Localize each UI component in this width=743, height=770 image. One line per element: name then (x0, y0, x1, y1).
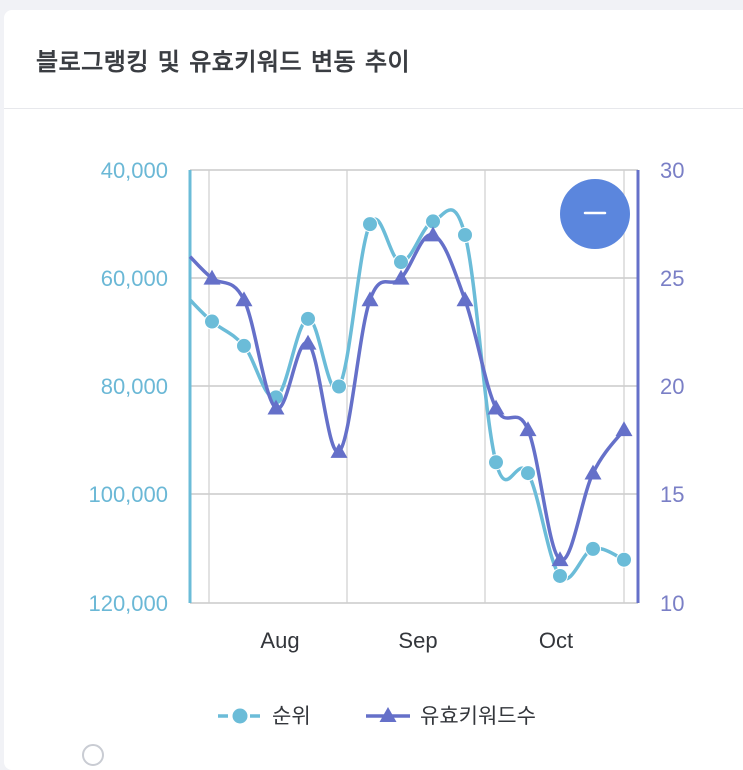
chart-svg: 40,000 60,000 80,000 100,000 120,000 30 25 20 15… (88, 158, 684, 728)
keyword-point (615, 421, 633, 437)
keyword-point (267, 399, 285, 415)
keyword-point (299, 334, 317, 350)
keyword-point (235, 291, 253, 307)
keyword-point (361, 291, 379, 307)
x-tick-label: Aug (260, 628, 299, 653)
left-tick-label: 100,000 (88, 482, 168, 507)
rank-point (457, 226, 473, 243)
right-tick-label: 25 (660, 266, 684, 291)
keyword-point (487, 399, 505, 415)
rank-point (488, 454, 504, 471)
rank-point (585, 540, 601, 557)
rank-point (331, 378, 347, 395)
keyword-point (392, 269, 410, 285)
keyword-point (456, 291, 474, 307)
right-tick-label: 30 (660, 158, 684, 183)
left-tick-label: 40,000 (101, 158, 168, 183)
keyword-point (330, 442, 348, 458)
keyword-point (519, 421, 537, 437)
legend-rank-label: 순위 (272, 704, 311, 728)
left-tick-label: 120,000 (88, 591, 168, 616)
rank-point (552, 567, 568, 584)
keyword-point (584, 464, 602, 480)
left-tick-label: 80,000 (101, 374, 168, 399)
rank-point (362, 216, 378, 233)
rank-point (236, 337, 252, 354)
left-tick-label: 60,000 (101, 266, 168, 291)
x-tick-label: Sep (398, 628, 437, 653)
right-tick-label: 10 (660, 591, 684, 616)
right-tick-label: 15 (660, 482, 684, 507)
partial-indicator-icon (82, 744, 104, 766)
x-tick-label: Oct (539, 628, 573, 653)
legend-keyword-marker (379, 707, 397, 722)
legend-keyword-label: 유효키워드수 (420, 704, 536, 728)
rank-point (300, 310, 316, 327)
legend-rank-marker (232, 708, 248, 724)
rank-point (393, 254, 409, 271)
right-tick-label: 20 (660, 374, 684, 399)
rank-point (204, 313, 220, 330)
rank-point (520, 465, 536, 482)
rank-point (616, 551, 632, 568)
keyword-point (424, 226, 442, 242)
keyword-point (551, 551, 569, 567)
chart-card: 블로그랭킹 및 유효키워드 변동 추이 (4, 10, 743, 770)
keyword-point (203, 269, 221, 285)
card-title: 블로그랭킹 및 유효키워드 변동 추이 (36, 48, 411, 76)
card-header: 블로그랭킹 및 유효키워드 변동 추이 (4, 10, 743, 109)
